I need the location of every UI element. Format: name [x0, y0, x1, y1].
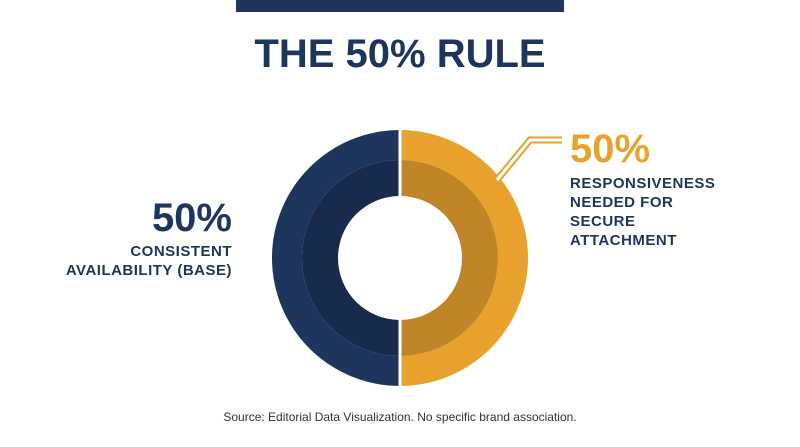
chart-title: THE 50% RULE — [254, 32, 546, 76]
donut-inner-band — [400, 160, 498, 356]
value-label: 50% — [151, 196, 232, 240]
top-bar — [236, 0, 564, 12]
donut-segment — [272, 130, 400, 386]
value-label: 50% — [570, 127, 651, 171]
donut — [272, 130, 528, 386]
legend-label: CONSISTENT AVAILABILITY (BASE) — [65, 243, 232, 279]
callout-outline — [494, 136, 562, 183]
source-note: Source: Editorial Data Visualization. No… — [223, 410, 577, 424]
callout-line — [495, 138, 562, 181]
donut-segment — [400, 130, 528, 386]
legend-label: RESPONSIVENESS NEEDED FOR SECURE ATTACHM… — [570, 175, 716, 249]
donut-inner-band — [302, 160, 400, 356]
